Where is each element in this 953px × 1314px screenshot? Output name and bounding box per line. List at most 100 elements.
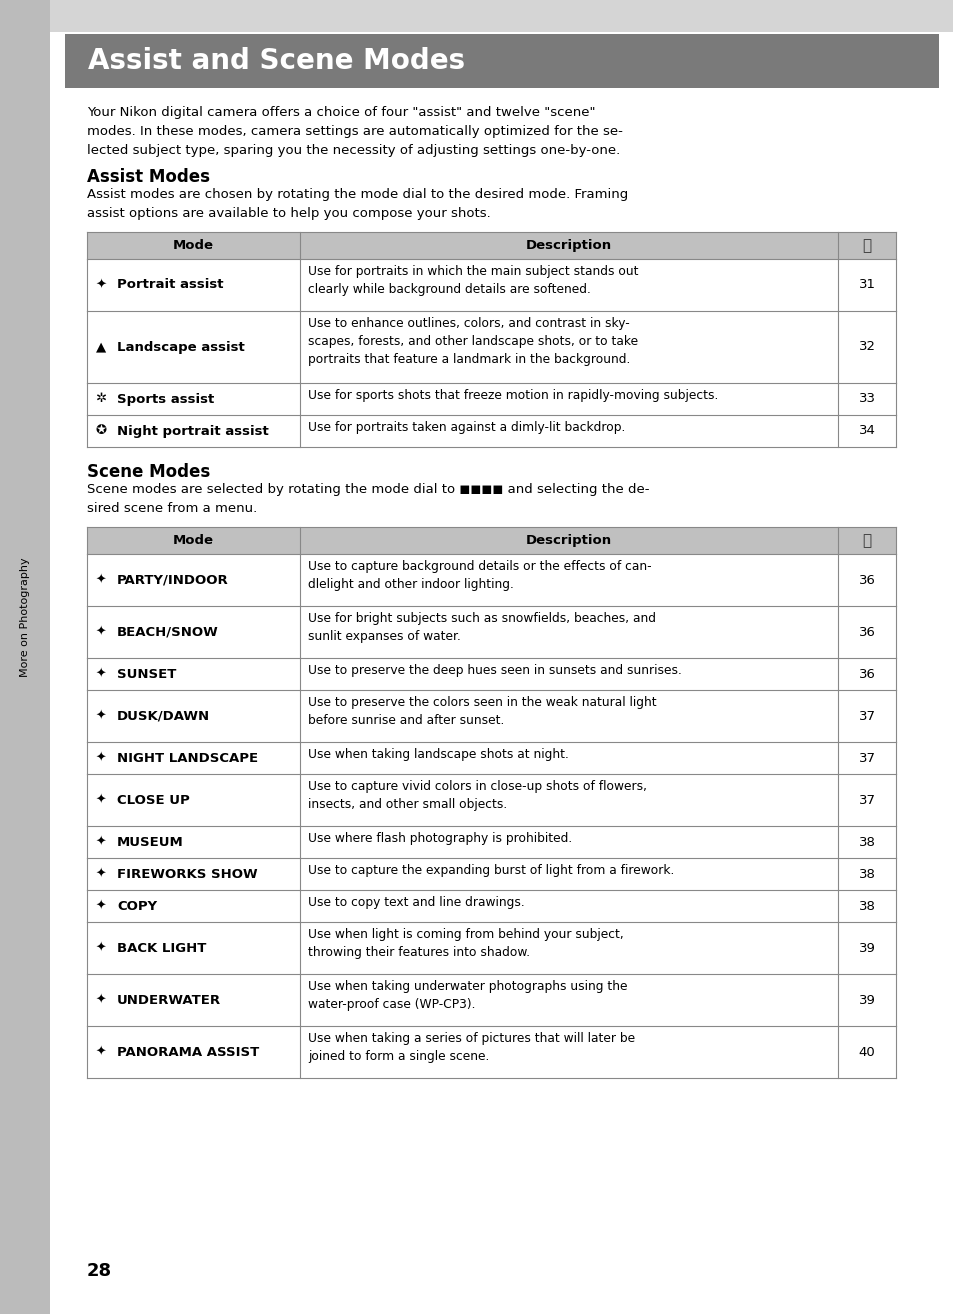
Text: Use for portraits taken against a dimly-lit backdrop.: Use for portraits taken against a dimly-…	[308, 420, 625, 434]
Bar	[87, 311, 895, 382]
Text: Use to preserve the deep hues seen in sunsets and sunrises.: Use to preserve the deep hues seen in su…	[308, 664, 681, 677]
Text: PANORAMA ASSIST: PANORAMA ASSIST	[117, 1046, 259, 1059]
Text: 33: 33	[858, 393, 875, 406]
Text: Use for bright subjects such as snowfields, beaches, and
sunlit expanses of wate: Use for bright subjects such as snowfiel…	[308, 612, 656, 643]
Text: ✪: ✪	[95, 424, 107, 438]
Text: Your Nikon digital camera offers a choice of four "assist" and twelve "scene"
mo: Your Nikon digital camera offers a choic…	[87, 106, 622, 156]
Text: Use for sports shots that freeze motion in rapidly-moving subjects.: Use for sports shots that freeze motion …	[308, 389, 718, 402]
Text: 37: 37	[858, 794, 875, 807]
Bar	[87, 690, 895, 742]
Text: ✦: ✦	[95, 867, 106, 880]
Text: 34: 34	[858, 424, 875, 438]
Text: Use when taking landscape shots at night.: Use when taking landscape shots at night…	[308, 748, 568, 761]
Bar	[87, 606, 895, 658]
Text: 37: 37	[858, 752, 875, 765]
Bar	[87, 233, 895, 259]
Text: ✦: ✦	[95, 900, 106, 912]
Text: 32: 32	[858, 340, 875, 353]
Text: Description: Description	[525, 533, 612, 547]
Text: CLOSE UP: CLOSE UP	[117, 794, 190, 807]
Text: Description: Description	[525, 239, 612, 252]
Text: 39: 39	[858, 942, 875, 954]
Text: Portrait assist: Portrait assist	[117, 279, 223, 292]
Bar	[87, 858, 895, 890]
Text: NIGHT LANDSCAPE: NIGHT LANDSCAPE	[117, 752, 258, 765]
Text: More on Photography: More on Photography	[20, 557, 30, 678]
Text: 38: 38	[858, 836, 875, 849]
Text: Ⓜ: Ⓜ	[862, 238, 871, 254]
Text: Scene modes are selected by rotating the mode dial to ◼◼◼◼ and selecting the de-: Scene modes are selected by rotating the…	[87, 484, 649, 515]
Text: 36: 36	[858, 573, 875, 586]
Text: ✦: ✦	[95, 942, 106, 954]
Text: Assist modes are chosen by rotating the mode dial to the desired mode. Framing
a: Assist modes are chosen by rotating the …	[87, 188, 628, 219]
Bar	[87, 974, 895, 1026]
Text: ✦: ✦	[95, 710, 106, 723]
Text: Sports assist: Sports assist	[117, 393, 214, 406]
Text: 31: 31	[858, 279, 875, 292]
Bar	[87, 742, 895, 774]
Text: COPY: COPY	[117, 900, 157, 912]
Bar	[87, 555, 895, 606]
Text: 36: 36	[858, 668, 875, 681]
Text: ✦: ✦	[95, 836, 106, 849]
Bar	[0, 0, 50, 1314]
Text: ✦: ✦	[95, 752, 106, 765]
Text: Use when light is coming from behind your subject,
throwing their features into : Use when light is coming from behind you…	[308, 928, 623, 959]
Text: Ⓜ: Ⓜ	[862, 533, 871, 548]
Text: BACK LIGHT: BACK LIGHT	[117, 942, 206, 954]
Text: Use to preserve the colors seen in the weak natural light
before sunrise and aft: Use to preserve the colors seen in the w…	[308, 696, 656, 727]
Text: 36: 36	[858, 625, 875, 639]
Bar	[87, 922, 895, 974]
Text: Assist Modes: Assist Modes	[87, 168, 210, 187]
Text: Night portrait assist: Night portrait assist	[117, 424, 269, 438]
Text: ✲: ✲	[95, 393, 107, 406]
Text: Assist and Scene Modes: Assist and Scene Modes	[88, 47, 465, 75]
Text: Use when taking underwater photographs using the
water-proof case (WP-CP3).: Use when taking underwater photographs u…	[308, 980, 627, 1010]
Text: 37: 37	[858, 710, 875, 723]
Bar	[87, 827, 895, 858]
Text: Use for portraits in which the main subject stands out
clearly while background : Use for portraits in which the main subj…	[308, 265, 638, 296]
Text: UNDERWATER: UNDERWATER	[117, 993, 221, 1007]
Text: Use to capture background details or the effects of can-
dlelight and other indo: Use to capture background details or the…	[308, 560, 651, 591]
Text: Scene Modes: Scene Modes	[87, 463, 210, 481]
Bar	[87, 890, 895, 922]
Text: FIREWORKS SHOW: FIREWORKS SHOW	[117, 867, 257, 880]
Text: Use when taking a series of pictures that will later be
joined to form a single : Use when taking a series of pictures tha…	[308, 1031, 635, 1063]
Text: MUSEUM: MUSEUM	[117, 836, 184, 849]
Text: ▲: ▲	[95, 340, 106, 353]
Text: ✦: ✦	[95, 625, 106, 639]
Text: SUNSET: SUNSET	[117, 668, 176, 681]
Bar	[65, 34, 938, 88]
Text: Mode: Mode	[172, 533, 213, 547]
Bar	[837, 527, 895, 555]
Bar	[87, 382, 895, 415]
Text: Mode: Mode	[172, 239, 213, 252]
Bar	[87, 527, 895, 555]
Text: 40: 40	[858, 1046, 875, 1059]
Text: ✦: ✦	[95, 794, 106, 807]
Text: 39: 39	[858, 993, 875, 1007]
Text: ✦: ✦	[95, 993, 106, 1007]
Bar	[87, 259, 895, 311]
Text: 38: 38	[858, 900, 875, 912]
Text: Use where flash photography is prohibited.: Use where flash photography is prohibite…	[308, 832, 572, 845]
Text: ✦: ✦	[95, 573, 106, 586]
Text: Use to capture vivid colors in close-up shots of flowers,
insects, and other sma: Use to capture vivid colors in close-up …	[308, 781, 646, 811]
Bar	[0, 0, 953, 32]
Text: Use to enhance outlines, colors, and contrast in sky-
scapes, forests, and other: Use to enhance outlines, colors, and con…	[308, 317, 638, 367]
Bar	[87, 658, 895, 690]
Bar	[837, 233, 895, 259]
Text: Use to capture the expanding burst of light from a firework.: Use to capture the expanding burst of li…	[308, 865, 674, 876]
Text: 38: 38	[858, 867, 875, 880]
Bar	[87, 415, 895, 447]
Text: DUSK/DAWN: DUSK/DAWN	[117, 710, 210, 723]
Text: Landscape assist: Landscape assist	[117, 340, 245, 353]
Text: PARTY/INDOOR: PARTY/INDOOR	[117, 573, 229, 586]
Text: ✦: ✦	[95, 1046, 106, 1059]
Bar	[87, 774, 895, 827]
Text: ✦: ✦	[95, 279, 107, 292]
Bar	[87, 1026, 895, 1077]
Text: Use to copy text and line drawings.: Use to copy text and line drawings.	[308, 896, 524, 909]
Text: BEACH/SNOW: BEACH/SNOW	[117, 625, 218, 639]
Text: 28: 28	[87, 1261, 112, 1280]
